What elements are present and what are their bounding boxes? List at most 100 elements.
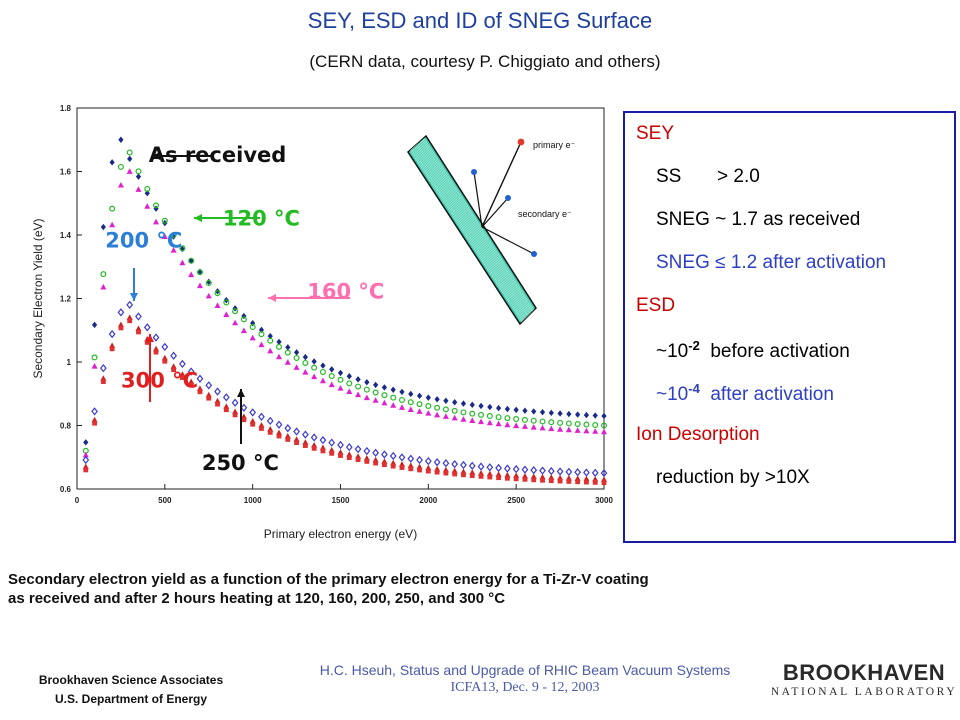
data-point (583, 468, 590, 477)
data-point (126, 149, 133, 156)
data-point (180, 375, 185, 380)
secondary-electron-path (481, 226, 535, 255)
data-point (144, 185, 151, 192)
annotation-label: 160 °C (307, 280, 384, 304)
caption-part2: heating at 120, 160, 200, 250, and 300 °… (215, 590, 506, 607)
surface-hatch (421, 139, 533, 313)
data-point (583, 427, 590, 434)
data-point (557, 419, 564, 426)
data-point (214, 290, 221, 297)
annotation-arrowhead (268, 294, 276, 302)
data-point (363, 446, 371, 456)
data-point (364, 379, 370, 386)
ss-value: > 2.0 (717, 166, 760, 187)
data-point (294, 440, 299, 446)
data-point (521, 465, 529, 474)
data-point (408, 466, 414, 472)
data-point (267, 429, 273, 435)
data-point (329, 450, 335, 456)
data-point (592, 428, 599, 434)
data-point (496, 475, 501, 481)
id-heading: Ion Desorption (636, 424, 760, 445)
surface-hatch (422, 138, 534, 312)
data-point (346, 388, 353, 395)
x-tick-label: 3000 (595, 496, 613, 505)
data-point (240, 327, 247, 334)
data-point (346, 373, 352, 380)
data-point (600, 422, 607, 429)
data-point (249, 324, 256, 331)
data-point (223, 299, 230, 306)
data-point (223, 407, 229, 413)
data-point (223, 311, 230, 317)
data-point (100, 223, 106, 231)
data-point (293, 354, 300, 361)
surface-hatch (417, 143, 529, 316)
data-point (530, 424, 537, 430)
y-tick-label: 1.2 (60, 295, 72, 304)
data-point (117, 308, 125, 317)
ss-label: SS (656, 166, 682, 187)
data-point (275, 420, 283, 429)
data-point (205, 292, 212, 299)
y-tick-label: 1 (67, 358, 72, 367)
data-point (345, 442, 353, 452)
footer-org-line1: Brookhaven Science Associates (38, 673, 224, 687)
data-point (398, 396, 405, 403)
data-point (337, 369, 344, 377)
x-tick-label: 1500 (332, 496, 350, 505)
page-title: SEY, ESD and ID of SNEG Surface (307, 8, 653, 33)
data-point (153, 202, 160, 209)
data-point (126, 168, 133, 174)
data-point (319, 368, 326, 375)
data-point (408, 390, 414, 398)
data-point (504, 405, 510, 413)
annotation-arrowhead (237, 389, 245, 397)
data-point (442, 406, 449, 413)
data-point (434, 404, 441, 411)
data-point (460, 400, 467, 407)
data-point (267, 332, 273, 340)
data-point (584, 479, 589, 485)
data-point (285, 437, 291, 442)
bnl-logo-top: BROOKHAVEN (783, 660, 945, 685)
data-point (127, 318, 133, 324)
data-point (161, 233, 168, 239)
data-point (364, 458, 370, 464)
x-axis-label: Primary electron energy (eV) (264, 527, 417, 541)
series-120-c (82, 149, 607, 454)
data-point (82, 455, 90, 465)
data-point (522, 407, 528, 414)
data-point (565, 420, 572, 427)
data-point (574, 427, 581, 433)
data-point (276, 433, 282, 439)
data-point (205, 381, 213, 390)
surface-hatch (409, 149, 523, 323)
esd-after-exp: -4 (688, 381, 700, 396)
data-point (478, 402, 484, 410)
data-point (540, 477, 545, 483)
data-point (310, 433, 318, 442)
data-point (127, 155, 133, 163)
secondary-electron (505, 195, 511, 201)
data-point (108, 329, 116, 339)
data-point (250, 421, 256, 427)
data-point (575, 411, 581, 418)
data-point (592, 412, 598, 419)
data-point (328, 373, 335, 380)
data-point (144, 203, 151, 209)
data-point (574, 468, 582, 477)
data-point (171, 233, 177, 240)
data-point (240, 403, 248, 412)
data-point (109, 205, 116, 212)
id-text: reduction by >10X (656, 467, 810, 488)
data-point (311, 445, 317, 451)
data-point (188, 257, 194, 264)
data-point (215, 401, 220, 407)
data-point (443, 397, 449, 405)
data-point (460, 409, 467, 416)
data-point (328, 438, 336, 447)
data-point (381, 392, 388, 399)
data-point (83, 467, 89, 473)
data-point (302, 443, 308, 448)
